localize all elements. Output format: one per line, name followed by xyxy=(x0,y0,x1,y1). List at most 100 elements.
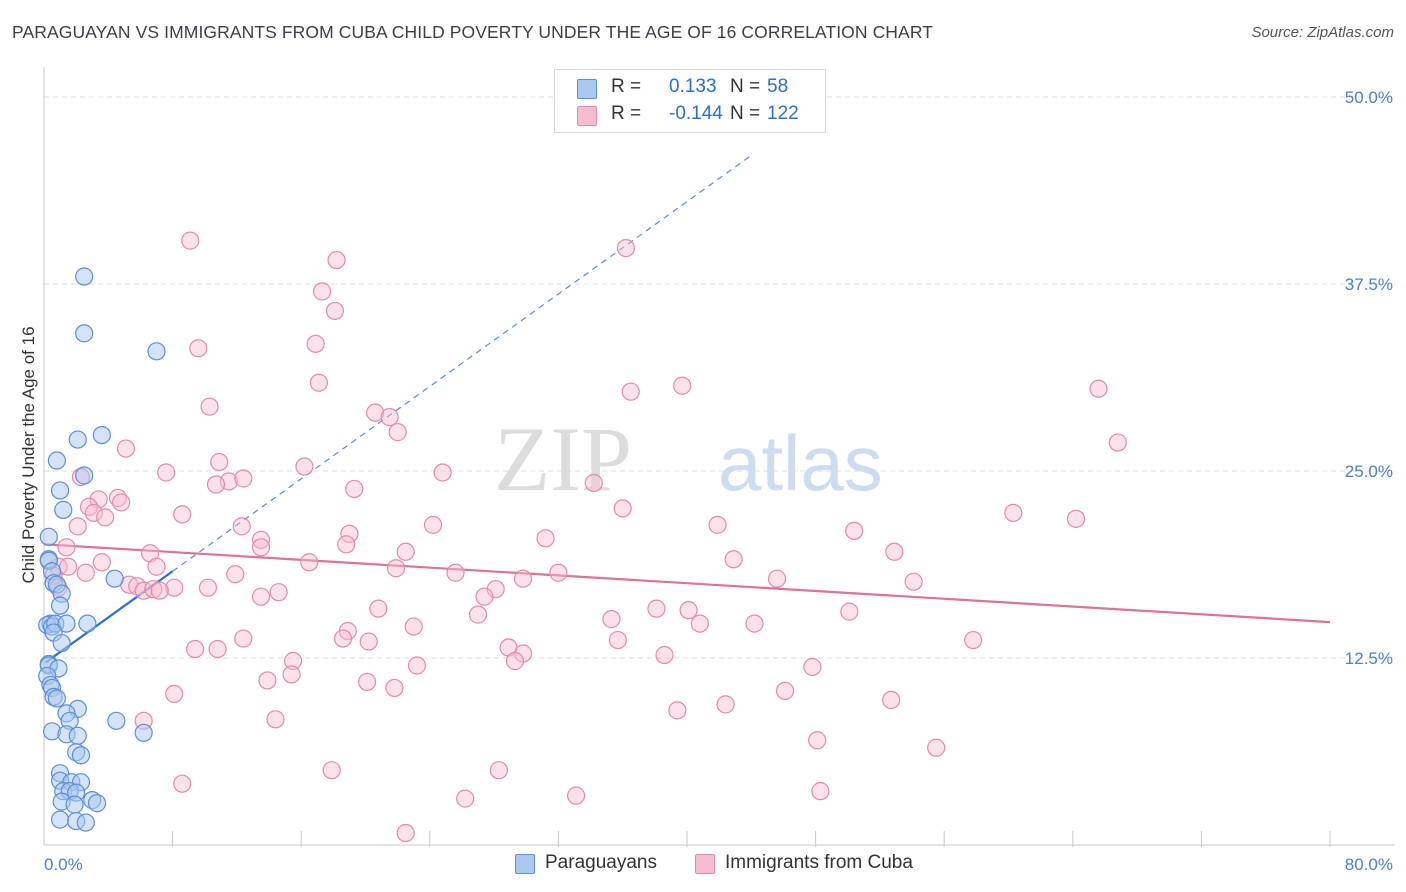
point-cuba xyxy=(322,761,341,780)
point-cuba xyxy=(189,339,208,358)
point-cuba xyxy=(251,530,271,549)
point-cuba xyxy=(89,490,108,509)
legend-r-value: 0.133 xyxy=(669,76,717,97)
trend-line-cuba xyxy=(43,543,1331,624)
correlation-legend: R = 0.133 N = 58 R = -0.144 N = 122 xyxy=(554,69,826,133)
point-cuba xyxy=(251,538,271,557)
point-cuba xyxy=(845,521,864,540)
point-cuba xyxy=(489,761,509,780)
point-cuba xyxy=(613,499,632,518)
series-legend: Paraguayans Immigrants from Cuba xyxy=(0,852,1406,878)
point-paraguayans xyxy=(87,794,107,813)
point-cuba xyxy=(340,524,359,543)
point-cuba xyxy=(1066,509,1086,528)
trend-lines xyxy=(43,154,1331,664)
point-cuba xyxy=(57,538,76,557)
point-paraguayans xyxy=(50,810,70,829)
legend-swatch-blue xyxy=(515,854,535,874)
legend-label: Paraguayans xyxy=(545,852,657,873)
point-cuba xyxy=(284,651,303,671)
point-cuba xyxy=(446,563,465,582)
legend-n-label: N = xyxy=(730,76,761,97)
point-cuba xyxy=(358,672,377,692)
point-cuba xyxy=(251,587,271,606)
point-cuba xyxy=(602,610,621,629)
point-cuba xyxy=(306,334,325,353)
point-cuba xyxy=(388,423,407,442)
point-cuba xyxy=(226,565,245,584)
point-paraguayans xyxy=(47,451,66,470)
point-cuba xyxy=(333,629,353,648)
point-paraguayans xyxy=(92,425,111,445)
point-cuba xyxy=(147,557,166,576)
point-cuba xyxy=(366,403,385,422)
point-cuba xyxy=(295,457,314,476)
point-paraguayans xyxy=(68,726,87,745)
point-cuba xyxy=(549,563,568,582)
point-cuba xyxy=(724,550,743,569)
point-paraguayans xyxy=(147,342,166,361)
point-cuba xyxy=(134,581,153,600)
point-cuba xyxy=(811,782,830,801)
point-cuba xyxy=(173,774,192,793)
legend-r-label: R = xyxy=(611,103,642,124)
point-cuba xyxy=(708,515,727,534)
point-cuba xyxy=(208,639,227,659)
point-paraguayans xyxy=(107,711,126,730)
point-paraguayans xyxy=(52,633,71,653)
watermark-zip: ZIP xyxy=(494,408,632,510)
point-cuba xyxy=(505,651,525,671)
point-cuba xyxy=(745,614,764,633)
point-cuba xyxy=(475,587,494,606)
point-cuba xyxy=(68,517,87,536)
x-tick-label: 0.0% xyxy=(44,855,83,874)
point-cuba xyxy=(325,301,345,321)
point-cuba xyxy=(536,529,555,548)
y-tick-label: 37.5% xyxy=(1345,275,1393,294)
point-paraguayans xyxy=(76,813,95,832)
point-cuba xyxy=(468,605,488,624)
point-cuba xyxy=(181,231,200,250)
legend-r-label: R = xyxy=(611,76,642,97)
point-cuba xyxy=(775,681,795,701)
axes xyxy=(43,67,1395,847)
point-cuba xyxy=(1108,433,1127,452)
point-cuba xyxy=(200,397,219,416)
legend-swatch-pink xyxy=(695,854,715,874)
y-tick-label: 25.0% xyxy=(1345,462,1393,481)
point-cuba xyxy=(312,282,332,301)
point-paraguayans xyxy=(54,500,73,519)
point-cuba xyxy=(282,665,301,684)
point-cuba xyxy=(608,630,627,650)
point-cuba xyxy=(76,563,95,582)
point-cuba xyxy=(234,469,253,488)
point-cuba xyxy=(407,656,427,675)
legend-n-value: 58 xyxy=(767,76,789,97)
point-cuba xyxy=(840,602,859,621)
point-cuba xyxy=(566,786,586,805)
point-paraguayans xyxy=(134,723,153,742)
point-cuba xyxy=(385,678,404,698)
point-cuba xyxy=(232,517,251,536)
watermark: ZIP atlas xyxy=(494,408,883,510)
point-cuba xyxy=(258,671,277,690)
point-paraguayans xyxy=(75,466,94,485)
point-cuba xyxy=(186,639,205,659)
point-cuba xyxy=(679,601,698,620)
trend-line-paraguayans-extension xyxy=(172,154,752,572)
point-paraguayans xyxy=(50,596,70,615)
point-cuba xyxy=(655,645,674,665)
point-cuba xyxy=(144,580,163,599)
legend-swatch-blue xyxy=(577,79,597,99)
point-cuba xyxy=(621,382,640,401)
point-cuba xyxy=(456,789,475,808)
y-axis-label: Child Poverty Under the Age of 16 xyxy=(19,326,38,583)
y-tick-label: 12.5% xyxy=(1345,649,1393,668)
point-cuba xyxy=(206,475,226,494)
point-paraguayans xyxy=(71,746,91,765)
point-cuba xyxy=(95,508,115,527)
point-cuba xyxy=(803,657,822,677)
legend-r-value: -0.144 xyxy=(669,103,723,124)
legend-label: Immigrants from Cuba xyxy=(725,852,913,873)
point-cuba xyxy=(616,238,636,258)
